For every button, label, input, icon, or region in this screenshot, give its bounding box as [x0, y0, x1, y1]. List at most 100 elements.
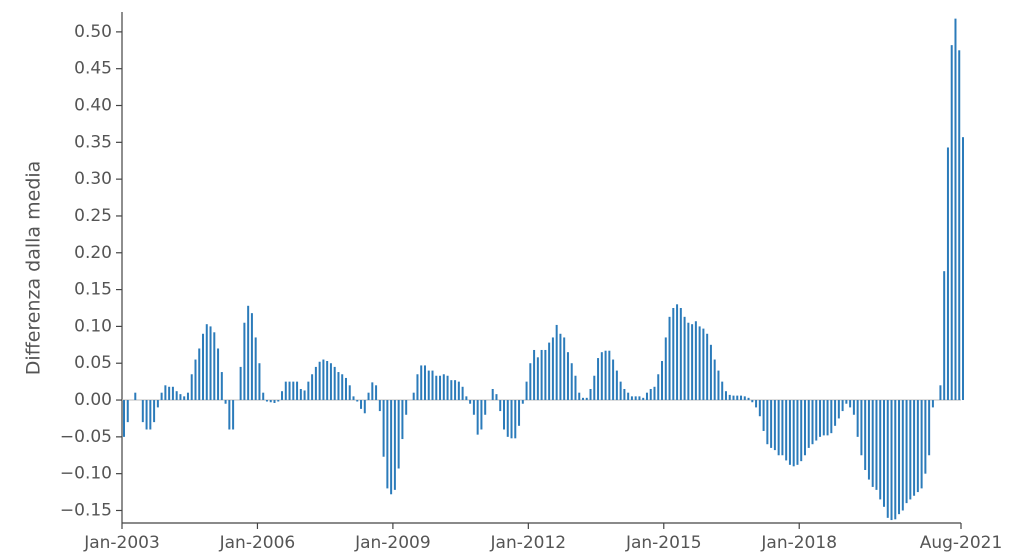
bar	[179, 394, 182, 401]
bar	[612, 359, 615, 401]
bar	[548, 342, 551, 401]
bar	[845, 400, 848, 404]
bar	[803, 400, 806, 456]
bar	[898, 400, 901, 515]
bar	[277, 400, 280, 402]
bar	[758, 400, 761, 417]
bar	[190, 374, 193, 401]
bar	[209, 326, 212, 401]
y-tick-label: −0.10	[60, 464, 112, 484]
bar	[946, 147, 949, 401]
bar	[495, 394, 498, 401]
bar	[518, 400, 521, 426]
bar	[630, 396, 633, 401]
bar	[435, 375, 438, 401]
bar	[928, 400, 931, 456]
bar	[950, 45, 953, 401]
bar	[834, 400, 837, 426]
bar	[145, 400, 148, 430]
bar	[604, 350, 607, 401]
bar	[721, 381, 724, 401]
bar	[469, 400, 472, 404]
bar	[348, 385, 351, 401]
bar	[536, 357, 539, 401]
bar	[254, 337, 257, 401]
bar	[186, 392, 189, 401]
bar	[709, 344, 712, 401]
bar	[849, 400, 852, 408]
bar	[224, 400, 227, 404]
bar	[281, 391, 284, 401]
x-tick-label: Jan-2009	[354, 533, 431, 553]
bar	[363, 400, 366, 414]
bar	[687, 322, 690, 401]
bar	[220, 372, 223, 401]
bar	[258, 363, 261, 401]
bar	[194, 359, 197, 401]
bar	[442, 374, 445, 401]
bar	[939, 385, 942, 401]
bar	[713, 359, 716, 401]
bar	[202, 333, 205, 401]
bar	[755, 400, 758, 408]
bar	[446, 375, 449, 401]
bar	[958, 50, 961, 401]
bar	[796, 400, 799, 465]
bar	[661, 361, 664, 401]
bar	[672, 307, 675, 401]
bar	[653, 386, 656, 401]
bar	[243, 322, 246, 401]
bar	[657, 374, 660, 401]
bar	[563, 337, 566, 401]
y-tick-label: 0.30	[74, 169, 112, 189]
bar	[337, 372, 340, 401]
bar	[837, 400, 840, 419]
bar	[156, 400, 159, 408]
bar	[375, 385, 378, 401]
bar	[593, 375, 596, 401]
bar	[788, 400, 791, 465]
x-tick-label: Jan-2012	[490, 533, 567, 553]
bar	[239, 366, 242, 401]
bar	[153, 400, 156, 423]
bar	[867, 400, 870, 480]
y-tick-label: 0.00	[74, 390, 112, 410]
bar	[311, 374, 314, 401]
bar	[326, 361, 329, 401]
bar	[578, 392, 581, 401]
bar	[792, 400, 795, 467]
bar	[344, 377, 347, 401]
bar	[382, 400, 385, 457]
y-tick-label: 0.25	[74, 206, 112, 226]
bar	[126, 400, 129, 423]
bar	[491, 388, 494, 401]
bar	[250, 313, 253, 401]
bar	[740, 395, 743, 401]
bar	[702, 328, 705, 401]
bar	[822, 400, 825, 436]
bar	[570, 363, 573, 401]
bar	[284, 381, 287, 401]
bar	[393, 400, 396, 490]
bar	[943, 271, 946, 401]
bar	[770, 400, 773, 448]
x-tick-label: Jan-2003	[83, 533, 160, 553]
bar	[484, 400, 487, 415]
bar	[642, 397, 645, 401]
bar	[871, 400, 874, 487]
bar	[551, 337, 554, 401]
bar	[627, 392, 630, 401]
bar	[566, 352, 569, 401]
bar	[431, 370, 434, 401]
bar	[360, 400, 363, 409]
bar	[544, 349, 547, 401]
bar	[439, 375, 442, 401]
bar	[807, 400, 810, 448]
bar	[171, 386, 174, 401]
x-tick-label: Jan-2015	[625, 533, 702, 553]
bar	[141, 400, 144, 423]
bar	[269, 400, 272, 403]
bar	[454, 380, 457, 401]
bar	[773, 400, 776, 451]
